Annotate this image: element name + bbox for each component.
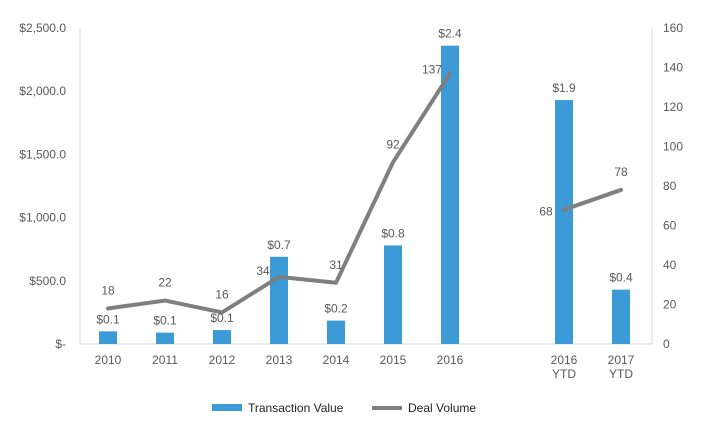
bar-data-label: $0.4 [609,271,633,285]
bar-data-label: $0.8 [381,226,405,240]
x-tick-label: 2016 YTD [551,353,578,381]
y-right-tick-label: 40 [663,258,677,272]
x-tick-label: 2016 [437,353,464,367]
bar [99,331,117,344]
line-data-label: 31 [329,258,343,272]
x-tick-label: 2017 YTD [608,353,635,381]
y-left-tick-label: $- [55,337,66,351]
bar [555,100,573,344]
y-right-tick-label: 120 [663,100,683,114]
legend: Transaction Value Deal Volume [212,401,476,415]
bar [156,332,174,344]
bar-data-label: $0.7 [267,238,291,252]
y-right-tick-label: 0 [663,337,670,351]
y-left-tick-label: $2,500.0 [19,21,66,35]
line-data-label: 92 [386,137,400,151]
data-labels: $0.1 $0.1 $0.1 $0.7 $0.2 $0.8 $2.4 $1.9 $0.4 18 22… [96,27,633,328]
bar-data-label: $2.4 [438,27,462,41]
line-data-label: 18 [101,283,115,297]
line-data-label: 34 [256,264,270,278]
line-data-label: 22 [158,276,172,290]
x-tick-label: 2011 [152,353,178,367]
y-right-tick-label: 20 [663,298,677,312]
line-segment [106,71,452,315]
bar [612,289,630,344]
line-series [106,71,623,315]
bar [327,320,345,344]
bar [270,256,288,344]
bar-data-label: $0.1 [153,314,177,328]
y-left-tick-label: $1,000.0 [19,211,66,225]
line-data-label: 68 [539,205,553,219]
line-data-label: 16 [215,287,229,301]
y-right-tick-label: 160 [663,21,683,35]
legend-swatch-bar [212,404,242,411]
bar-series [99,45,630,345]
bar-data-label: $1.9 [552,81,576,95]
line-data-label: 137 [422,62,442,76]
y-right-tick-label: 80 [663,179,677,193]
y-right-tick-label: 140 [663,61,683,75]
legend-label: Transaction Value [248,401,344,415]
axes: $- $500.0 $1,000.0 $1,500.0 $2,000.0 $2,500.0… [19,21,683,381]
line-segment [562,187,623,212]
bar-data-label: $0.2 [324,302,348,316]
x-tick-label: 2012 [209,353,236,367]
bar [213,330,231,344]
bar [441,45,459,345]
y-left-tick-label: $1,500.0 [19,147,66,161]
line-data-label: 78 [614,165,628,179]
bar [384,245,402,344]
legend-label: Deal Volume [408,401,476,415]
bar-data-label: $0.1 [96,312,120,326]
y-left-tick-label: $500.0 [29,274,66,288]
x-tick-label: 2015 [380,353,407,367]
y-left-tick-label: $2,000.0 [19,84,66,98]
y-right-tick-label: 100 [663,140,683,154]
bar-data-label: $0.1 [210,311,234,325]
x-tick-label: 2010 [95,353,122,367]
x-tick-label: 2014 [323,353,350,367]
x-tick-label: 2013 [266,353,293,367]
y-right-tick-label: 60 [663,219,677,233]
